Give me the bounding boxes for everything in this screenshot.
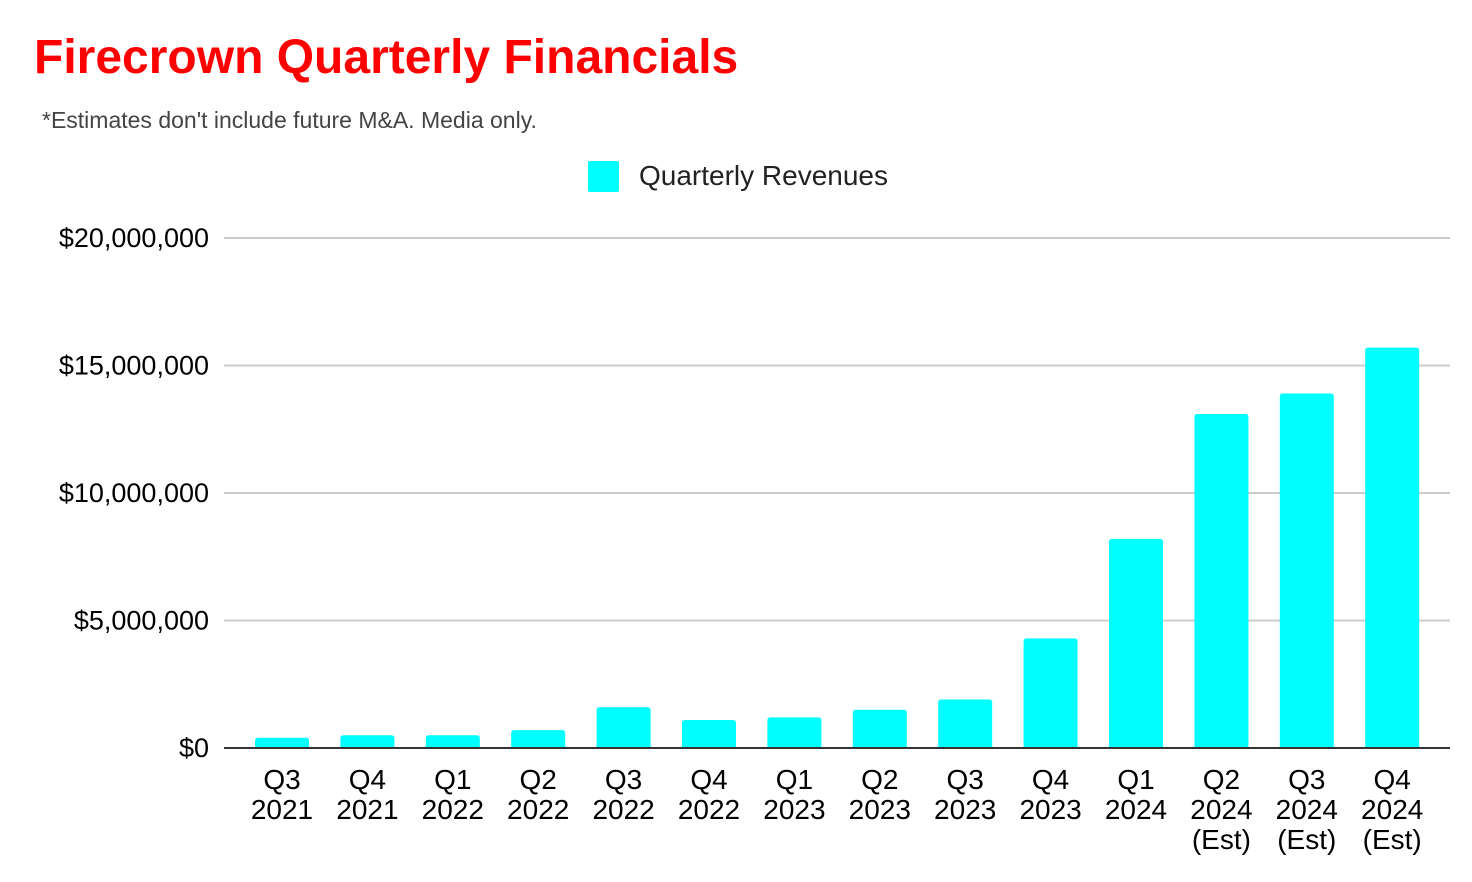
x-tick-label-line: 2022 (678, 794, 740, 825)
x-tick-label: Q3 2022 (592, 764, 654, 825)
x-tick-label: Q4 2022 (678, 764, 740, 825)
x-tick-label-line: (Est) (1192, 824, 1251, 855)
x-tick-label: Q3 2024 (Est) (1276, 764, 1338, 855)
x-tick-label-line: 2022 (592, 794, 654, 825)
x-tick-label: Q3 2021 (251, 764, 313, 825)
chart-subtitle: *Estimates don't include future M&A. Med… (42, 107, 537, 133)
bar (1279, 393, 1334, 748)
x-tick-label: Q2 2023 (849, 764, 911, 825)
y-tick-label: $5,000,000 (74, 606, 209, 636)
y-axis-tick-labels: $0 $5,000,000 $10,000,000 $15,000,000 $20,00… (59, 223, 209, 763)
x-tick-label-line: (Est) (1277, 824, 1336, 855)
x-tick-label: Q1 2024 (1105, 764, 1167, 825)
x-tick-label: Q1 2023 (763, 764, 825, 825)
bar (682, 719, 736, 748)
x-tick-label-line: Q4 (349, 764, 386, 795)
x-tick-label-line: Q4 (1032, 764, 1069, 795)
bar (1194, 413, 1249, 748)
y-tick-label: $20,000,000 (59, 223, 209, 253)
bar (425, 735, 480, 748)
x-tick-label-line: (Est) (1363, 824, 1422, 855)
x-tick-label-line: 2021 (251, 794, 313, 825)
x-tick-label: Q1 2022 (422, 764, 484, 825)
x-tick-label-line: 2023 (849, 794, 911, 825)
bar (767, 717, 822, 748)
y-tick-label: $15,000,000 (59, 351, 209, 381)
x-tick-label: Q4 2024 (Est) (1361, 764, 1423, 855)
bar (511, 730, 566, 748)
x-tick-label-line: 2023 (1019, 794, 1081, 825)
legend-swatch (588, 160, 619, 192)
bar (1365, 347, 1420, 748)
x-tick-label: Q4 2021 (336, 764, 398, 825)
x-tick-label-line: 2021 (336, 794, 398, 825)
y-tick-label: $0 (179, 733, 209, 763)
x-tick-label: Q2 2022 (507, 764, 569, 825)
x-tick-label-line: Q3 (263, 764, 300, 795)
x-tick-label: Q4 2023 (1019, 764, 1081, 825)
bar (340, 735, 395, 748)
x-tick-label-line: Q3 (947, 764, 984, 795)
x-tick-label-line: Q4 (1374, 764, 1411, 795)
bar (938, 699, 993, 748)
bar (1023, 638, 1078, 748)
x-tick-label-line: 2022 (422, 794, 484, 825)
x-tick-label-line: 2024 (1276, 794, 1338, 825)
x-tick-label-line: 2023 (934, 794, 996, 825)
x-tick-label: Q2 2024 (Est) (1190, 764, 1252, 855)
x-tick-label-line: 2023 (763, 794, 825, 825)
bars (255, 347, 1420, 748)
x-tick-label-line: 2022 (507, 794, 569, 825)
x-tick-label-line: Q2 (1203, 764, 1240, 795)
chart-title: Firecrown Quarterly Financials (34, 31, 739, 84)
chart-legend: Quarterly Revenues (588, 160, 888, 192)
x-tick-label-line: Q3 (1288, 764, 1325, 795)
x-tick-label-line: 2024 (1190, 794, 1252, 825)
gridlines (224, 237, 1450, 622)
legend-label: Quarterly Revenues (639, 160, 889, 191)
x-tick-label-line: Q2 (520, 764, 557, 795)
bar (596, 707, 651, 748)
y-tick-label: $10,000,000 (59, 478, 209, 508)
x-tick-label-line: 2024 (1105, 794, 1167, 825)
x-tick-label-line: Q1 (1117, 764, 1154, 795)
x-tick-label-line: Q4 (690, 764, 727, 795)
bar (255, 737, 309, 748)
x-tick-label-line: Q1 (434, 764, 471, 795)
x-tick-label: Q3 2023 (934, 764, 996, 825)
bar (852, 709, 907, 748)
x-tick-label-line: Q1 (776, 764, 813, 795)
x-tick-label-line: 2024 (1361, 794, 1423, 825)
x-tick-label-line: Q3 (605, 764, 642, 795)
x-tick-label-line: Q2 (861, 764, 898, 795)
bar (1109, 538, 1163, 748)
